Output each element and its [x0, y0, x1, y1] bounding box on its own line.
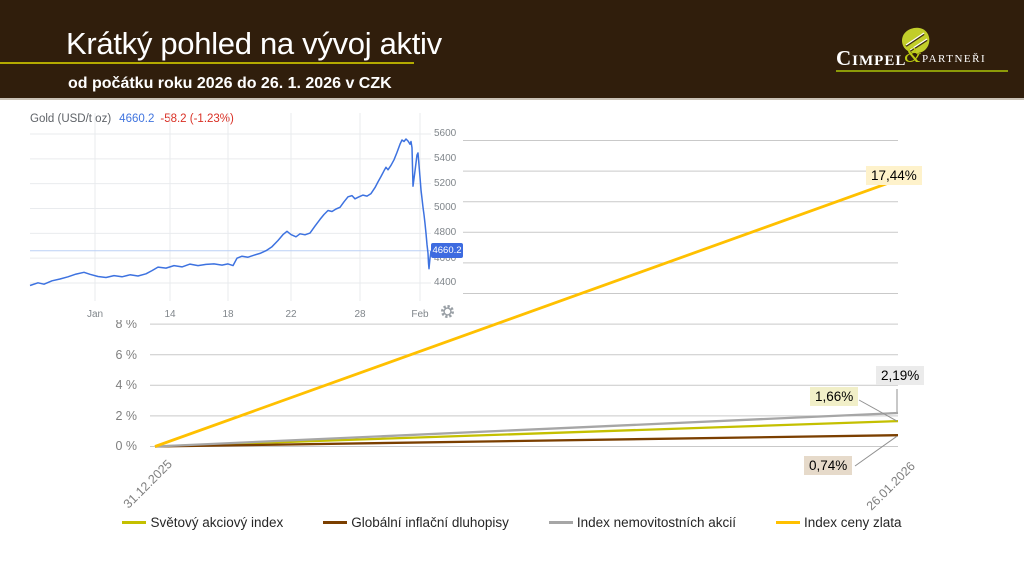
legend-swatch-gold [775, 521, 800, 524]
gold-price-widget: Gold (USD/t oz) 4660.2 -58.2 (-1.23%) 5600… [28, 105, 463, 320]
gold-y-tick-4800: 4800 [434, 227, 457, 238]
page-title: Krátký pohled na vývoj aktiv [66, 26, 442, 61]
gold-y-tick-5000: 5000 [434, 202, 457, 213]
gear-icon[interactable] [440, 304, 455, 319]
gold-widget-change: -58.2 (-1.23%) [160, 113, 234, 125]
logo-underline [836, 70, 1008, 72]
legend-item-gold: Index ceny zlata [775, 515, 902, 530]
gold-x-tick-28: 28 [354, 309, 366, 320]
data-label-gold: 17,44% [866, 166, 922, 185]
gold-y-tick-5400: 5400 [434, 153, 457, 164]
gold-x-tick-jan: Jan [86, 309, 104, 320]
y-axis-tick-2: 2 % [115, 408, 137, 423]
legend-item-real-estate: Index nemovitostních akcií [548, 515, 736, 530]
slide-header: Krátký pohled na vývoj aktiv od počátku … [0, 0, 1024, 100]
gold-x-tick-18: 18 [222, 309, 234, 320]
y-axis-tick-6: 6 % [115, 347, 137, 362]
data-label-real-estate: 2,19% [876, 366, 925, 385]
legend-item-inflation-bonds: Globální inflační dluhopisy [323, 515, 509, 530]
chart-legend: Světový akciový index Globální inflační … [0, 515, 1024, 530]
logo-text-cimpel: Cimpel [836, 46, 907, 70]
gold-widget-title: Gold (USD/t oz) [30, 113, 112, 125]
legend-swatch-equity [122, 521, 147, 524]
gold-y-tick-5200: 5200 [434, 178, 457, 189]
y-axis-tick-8: 8 % [115, 317, 137, 331]
data-label-bonds: 0,74% [804, 456, 853, 475]
legend-label-bonds: Globální inflační dluhopisy [351, 515, 509, 530]
logo-text-partners: PARTNEŘI [922, 53, 987, 65]
legend-swatch-real-estate [548, 521, 573, 524]
gold-y-tick-4600: 4600 [434, 253, 457, 264]
title-underline [0, 62, 414, 64]
data-label-equity: 1,66% [810, 387, 859, 406]
gold-x-tick-14: 14 [164, 309, 176, 320]
y-axis-tick-4: 4 % [115, 378, 137, 392]
leaf-icon [894, 26, 934, 67]
legend-swatch-bonds [323, 521, 348, 524]
gold-widget-price: 4660.2 [119, 113, 155, 125]
gold-y-tick-5600: 5600 [434, 128, 457, 139]
legend-label-gold: Index ceny zlata [803, 515, 902, 530]
gold-y-tick-4400: 4400 [434, 277, 457, 288]
current-price-badge: 4660.2 [431, 243, 463, 258]
y-axis-tick-0: 0 % [115, 439, 137, 453]
gold-price-line-chart [29, 113, 463, 301]
legend-label-equity: Světový akciový index [150, 515, 284, 530]
gold-x-tick-22: 22 [285, 309, 297, 320]
page-subtitle: od počátku roku 2026 do 26. 1. 2026 v CZ… [68, 75, 392, 92]
logo-ampersand: & [904, 42, 922, 67]
company-logo: Cimpel & PARTNEŘI [836, 27, 1008, 78]
legend-label-real-estate: Index nemovitostních akcií [576, 515, 736, 530]
legend-item-equity-index: Světový akciový index [122, 515, 283, 530]
gold-x-tick-feb: Feb [411, 309, 429, 320]
gold-widget-header: Gold (USD/t oz) 4660.2 -58.2 (-1.23%) [30, 113, 234, 125]
